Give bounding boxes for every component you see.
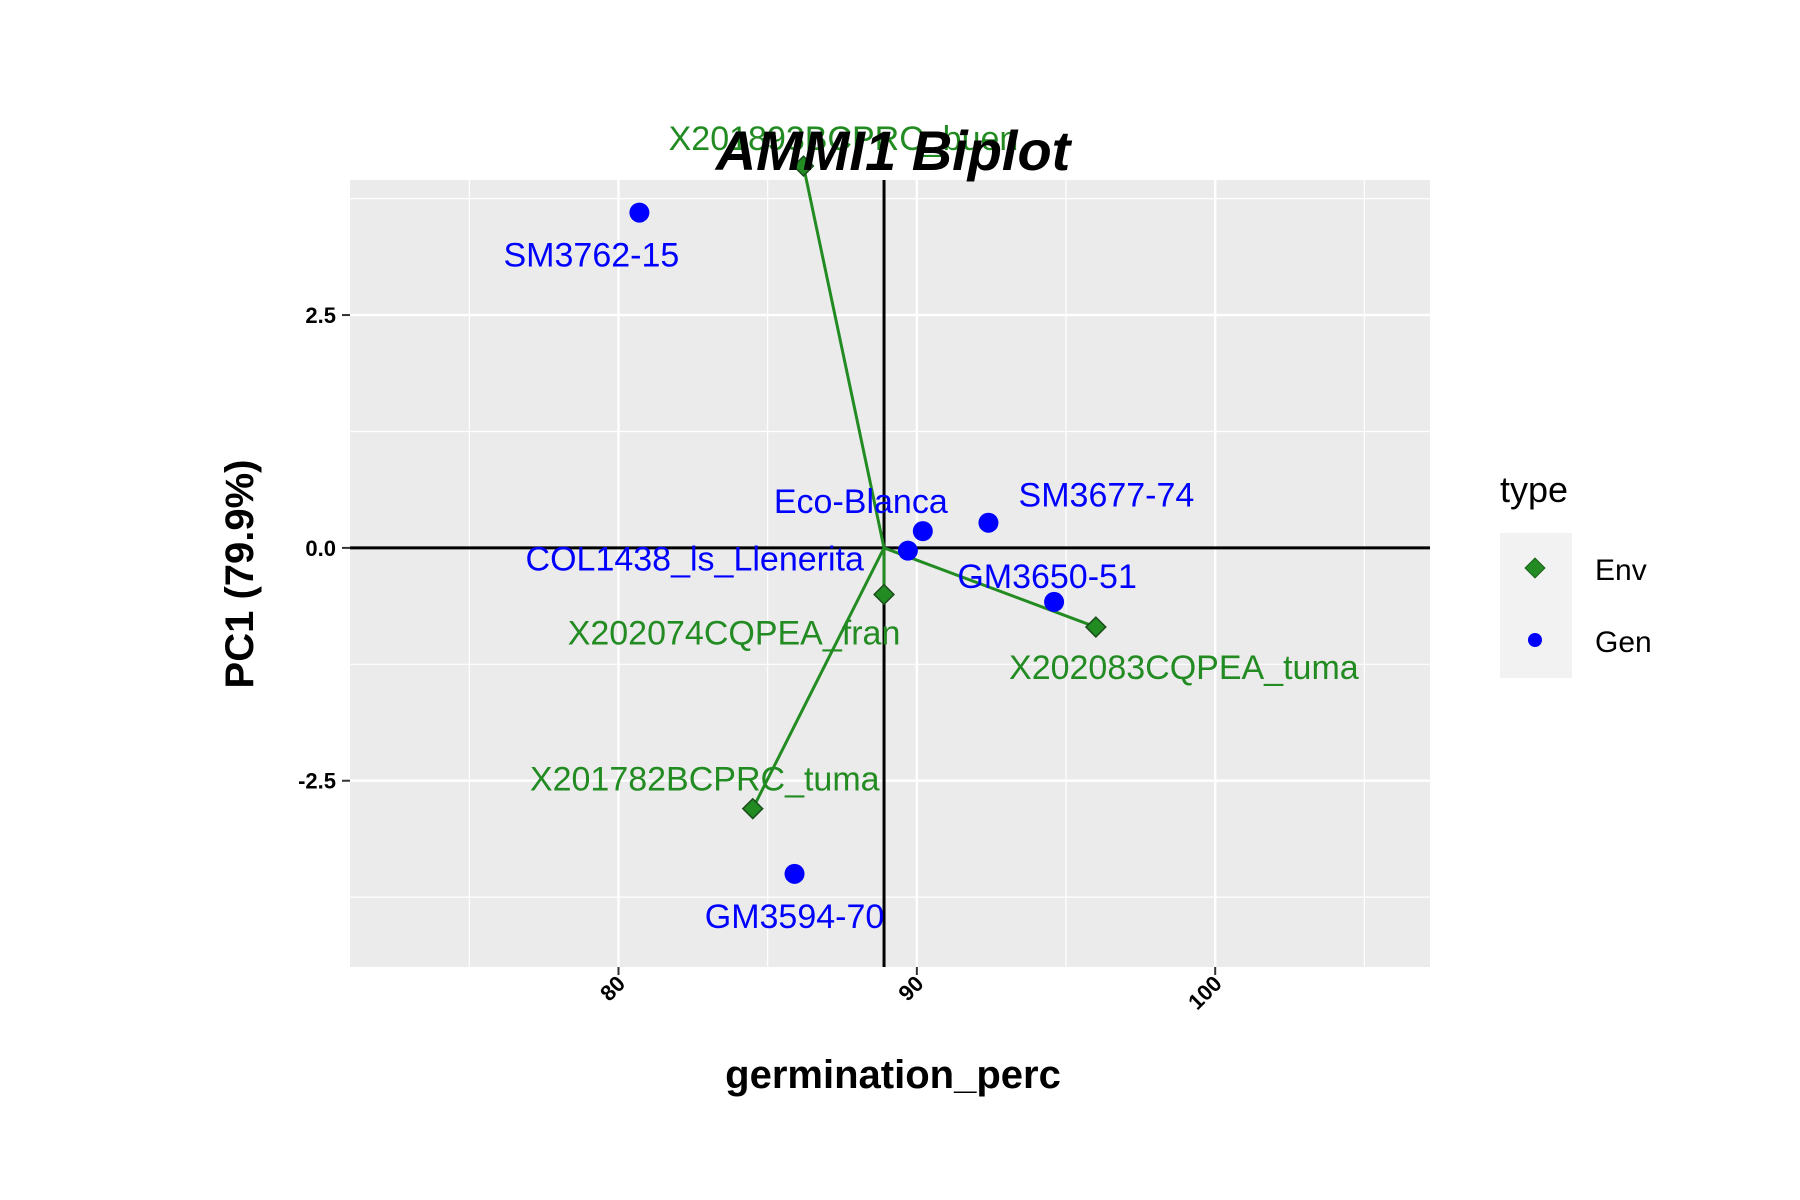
env-point — [741, 797, 764, 820]
env-vector-line — [883, 546, 1097, 629]
y-axis-label: PC1 (79.9%) — [218, 460, 262, 689]
legend-env-diamond-icon — [1524, 557, 1546, 579]
legend-gen-label: Gen — [1595, 626, 1652, 659]
point-label: GM3594-70 — [705, 898, 885, 936]
point-label: X202074CQPEA_fran — [568, 614, 901, 652]
plot-panel — [350, 180, 1430, 967]
gen-point — [897, 540, 918, 561]
legend: type Env Gen — [1500, 469, 1652, 678]
chart-title: AMMI1 Biplot — [714, 119, 1073, 182]
point-label: GM3650-51 — [957, 558, 1137, 596]
gen-point — [912, 521, 933, 542]
legend-gen-circle-icon — [1528, 633, 1542, 647]
gen-point — [784, 863, 805, 884]
point-labels: X201893BCPRC_buen X202074CQPEA_fran X20208… — [504, 120, 1359, 936]
y-tick-label: -2.5 — [298, 769, 336, 794]
point-label: X202083CQPEA_tuma — [1009, 649, 1359, 687]
legend-title: type — [1500, 469, 1568, 510]
point-label: SM3762-15 — [504, 237, 680, 275]
point-label: SM3677-74 — [1019, 477, 1195, 515]
y-tick-label: 2.5 — [305, 303, 336, 328]
y-tick-label: 0.0 — [305, 536, 336, 561]
x-tick-label: 90 — [893, 971, 928, 1006]
env-vector-line — [751, 547, 886, 810]
legend-key-background — [1500, 533, 1572, 678]
x-tick-label: 80 — [595, 971, 630, 1006]
point-label: X201893BCPRC_buen — [669, 120, 1019, 158]
env-vectors — [751, 165, 1097, 810]
env-point — [873, 583, 895, 606]
legend-env-label: Env — [1595, 554, 1647, 587]
data-points — [629, 155, 1107, 884]
env-point — [792, 155, 815, 177]
env-point — [1084, 616, 1107, 639]
gen-point — [978, 512, 999, 533]
x-tick-label: 100 — [1183, 971, 1227, 1015]
gen-point — [629, 202, 650, 223]
x-axis-label: germination_perc — [725, 1053, 1061, 1097]
point-label: X201782BCPRC_tuma — [530, 761, 880, 799]
point-label: COL1438_ls_Llenerita — [526, 541, 864, 579]
gen-point — [1044, 591, 1065, 612]
env-vector-line — [802, 165, 886, 549]
point-label: Eco-Blanca — [774, 483, 948, 521]
